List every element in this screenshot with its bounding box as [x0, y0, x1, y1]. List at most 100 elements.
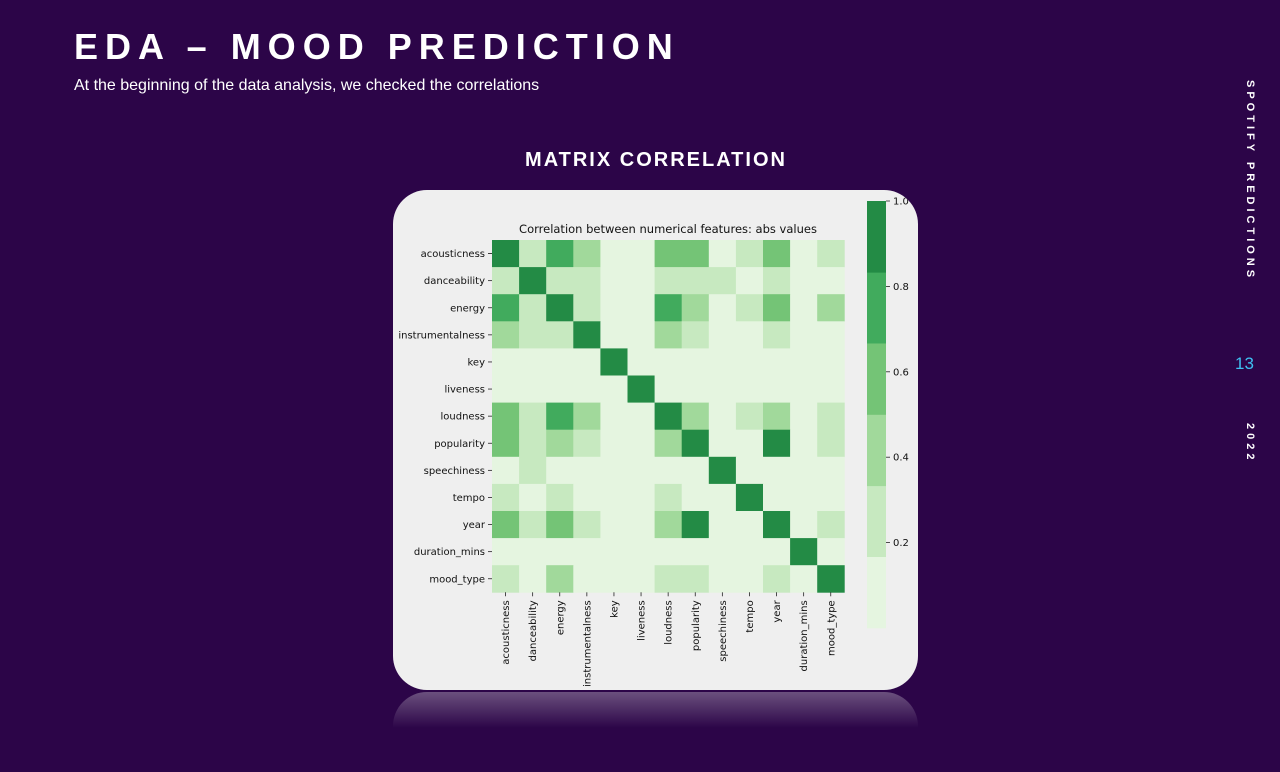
- heatmap-cell: [681, 565, 710, 593]
- heatmap-cell: [763, 511, 791, 539]
- x-tick-label: speechiness: [718, 600, 729, 661]
- heatmap-cell: [546, 402, 574, 431]
- side-year-label: 2022: [1244, 423, 1256, 464]
- heatmap-cell: [790, 240, 818, 268]
- heatmap-cell: [735, 402, 764, 431]
- heatmap-cell: [681, 348, 710, 376]
- heatmap-cell: [519, 429, 547, 458]
- heatmap-cell: [817, 348, 845, 376]
- heatmap-cell: [546, 375, 574, 403]
- y-tick-label: instrumentalness: [398, 330, 485, 341]
- heatmap-cell: [519, 375, 547, 403]
- heatmap-cell: [573, 511, 601, 539]
- correlation-heatmap: Correlation between numerical features: …: [398, 197, 909, 687]
- heatmap-cell: [627, 348, 655, 376]
- page-number: 13: [1235, 354, 1254, 373]
- heatmap-cell: [600, 511, 628, 539]
- y-tick-label: liveness: [444, 385, 485, 396]
- heatmap-cell: [763, 294, 791, 322]
- heatmap-cell: [627, 294, 655, 322]
- x-tick-label: loudness: [664, 600, 675, 645]
- heatmap-cell: [654, 267, 683, 295]
- heatmap-cell: [817, 538, 845, 566]
- heatmap-cell: [817, 294, 845, 322]
- heatmap-cell: [708, 456, 737, 485]
- y-tick-label: key: [467, 357, 485, 368]
- heatmap-cell: [654, 348, 683, 376]
- heatmap-cell: [573, 483, 601, 512]
- heatmap-cell: [681, 240, 710, 268]
- heatmap-cell: [763, 321, 791, 349]
- heatmap-cell: [708, 294, 737, 322]
- heatmap-cell: [519, 565, 547, 593]
- y-tick-label: mood_type: [429, 574, 485, 585]
- heatmap-cell: [817, 402, 845, 431]
- heatmap-cell: [817, 429, 845, 458]
- x-tick-label: danceability: [528, 600, 539, 661]
- heatmap-cell: [763, 429, 791, 458]
- heatmap-cell: [546, 321, 574, 349]
- y-tick-label: loudness: [441, 412, 486, 423]
- heatmap-cell: [492, 267, 520, 295]
- heatmap-cell: [600, 321, 628, 349]
- y-tick-label: acousticness: [421, 249, 485, 260]
- chart-title: Correlation between numerical features: …: [519, 222, 817, 236]
- colorbar-tick-label: 0.8: [893, 282, 909, 293]
- heatmap-cell: [627, 429, 655, 458]
- heatmap-cell: [708, 511, 737, 539]
- x-tick-label: energy: [555, 600, 566, 635]
- heatmap-cell: [546, 240, 574, 268]
- heatmap-cell: [600, 375, 628, 403]
- heatmap-cell: [519, 267, 547, 295]
- colorbar-segment: [867, 556, 886, 629]
- heatmap-cell: [681, 429, 710, 458]
- heatmap-cell: [519, 321, 547, 349]
- heatmap-cell: [600, 267, 628, 295]
- heatmap-cell: [519, 456, 547, 485]
- heatmap-cell: [654, 456, 683, 485]
- heatmap-cell: [627, 538, 655, 566]
- heatmap-cell: [681, 483, 710, 512]
- heatmap-cell: [708, 321, 737, 349]
- heatmap-cell: [627, 565, 655, 593]
- heatmap-cell: [681, 294, 710, 322]
- heatmap-cell: [519, 538, 547, 566]
- heatmap-cell: [817, 240, 845, 268]
- heatmap-cell: [600, 456, 628, 485]
- heatmap-cell: [708, 483, 737, 512]
- heatmap-cell: [573, 267, 601, 295]
- colorbar-tick-label: 0.2: [893, 538, 909, 549]
- heatmap-cell: [790, 375, 818, 403]
- heatmap-cell: [573, 240, 601, 268]
- heatmap-cell: [790, 294, 818, 322]
- heatmap-cell: [790, 348, 818, 376]
- heatmap-cell: [654, 294, 683, 322]
- heatmap-cell: [790, 267, 818, 295]
- heatmap-cell: [546, 294, 574, 322]
- heatmap-cell: [654, 402, 683, 431]
- heatmap-cell: [735, 456, 764, 485]
- heatmap-cell: [817, 565, 845, 593]
- y-tick-label: duration_mins: [414, 547, 485, 558]
- x-tick-label: popularity: [691, 600, 702, 651]
- colorbar-segment: [867, 201, 886, 273]
- heatmap-cell: [654, 483, 683, 512]
- heatmap-cell: [627, 402, 655, 431]
- heatmap-cell: [681, 511, 710, 539]
- heatmap-cell: [735, 267, 764, 295]
- heatmap-cell: [546, 456, 574, 485]
- heatmap-cell: [763, 538, 791, 566]
- heatmap-cell: [817, 375, 845, 403]
- x-tick-label: instrumentalness: [582, 600, 593, 687]
- y-tick-label: danceability: [424, 276, 485, 287]
- heatmap-cell: [546, 538, 574, 566]
- y-tick-label: year: [463, 520, 486, 531]
- heatmap-cell: [654, 565, 683, 593]
- heatmap-cell: [492, 429, 520, 458]
- heatmap-cell: [627, 375, 655, 403]
- heatmap-cell: [654, 538, 683, 566]
- heatmap-cell: [519, 348, 547, 376]
- heatmap-cell: [573, 429, 601, 458]
- heatmap-cell: [519, 511, 547, 539]
- heatmap-cell: [600, 240, 628, 268]
